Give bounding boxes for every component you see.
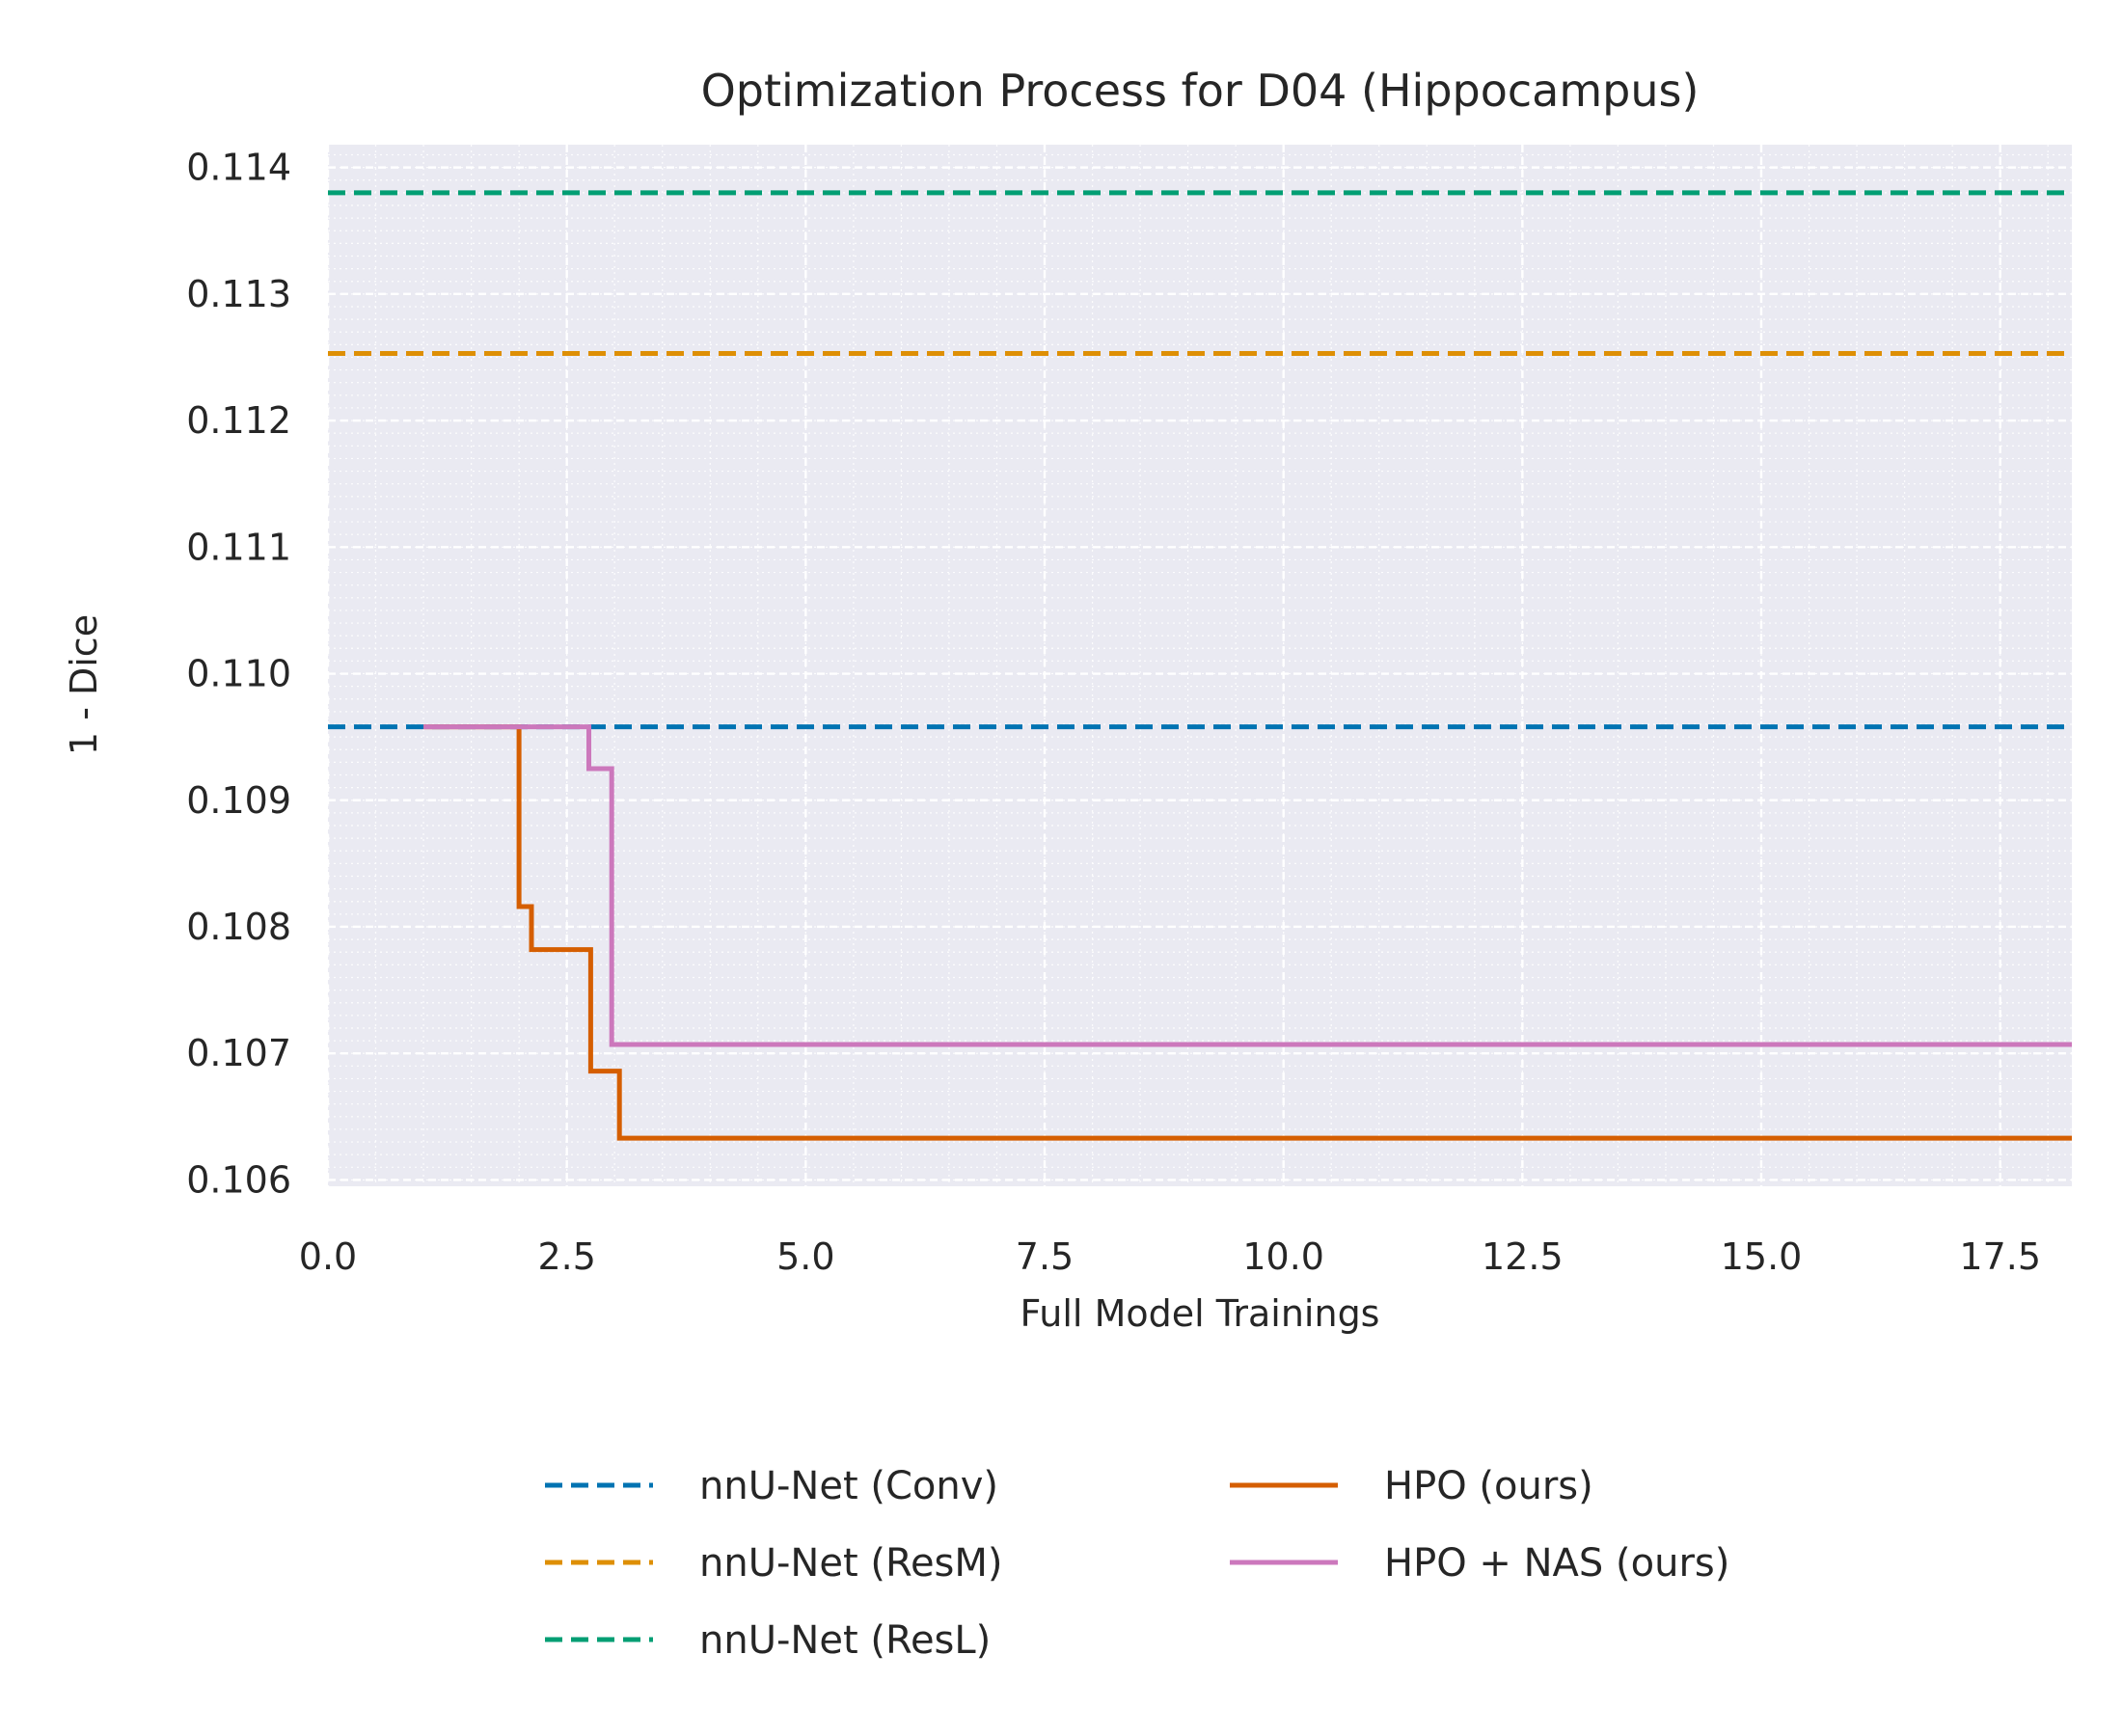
y-tick-label: 0.110 <box>186 653 291 695</box>
legend: nnU-Net (Conv) nnU-Net (ResM) nnU-Net (Res… <box>545 1464 1729 1663</box>
y-tick-label: 0.107 <box>186 1032 291 1074</box>
y-tick-label: 0.113 <box>186 273 291 315</box>
series-line-hpo-ours <box>423 724 2072 1141</box>
x-tick-label: 5.0 <box>776 1235 834 1278</box>
series-line-hpo-nas-ours <box>423 724 2072 1047</box>
x-tick-label: 12.5 <box>1482 1235 1564 1278</box>
y-tick-label: 0.109 <box>186 779 291 822</box>
legend-label: nnU-Net (ResL) <box>699 1618 991 1663</box>
x-tick-label: 15.0 <box>1721 1235 1803 1278</box>
chart-title: Optimization Process for D04 (Hippocampu… <box>701 65 1700 117</box>
y-tick-label: 0.108 <box>186 906 291 948</box>
x-tick-labels: 0.0 2.5 5.0 7.5 10.0 12.5 15.0 17.5 <box>299 1235 2041 1278</box>
x-tick-label: 10.0 <box>1242 1235 1324 1278</box>
legend-label: nnU-Net (ResM) <box>699 1541 1003 1586</box>
legend-label: HPO + NAS (ours) <box>1384 1541 1729 1586</box>
legend-label: nnU-Net (Conv) <box>699 1464 998 1508</box>
y-tick-label: 0.112 <box>186 399 291 442</box>
x-axis-label: Full Model Trainings <box>1020 1292 1380 1335</box>
y-axis-label: 1 - Dice <box>63 614 105 755</box>
plot-background <box>328 145 2072 1186</box>
y-tick-label: 0.114 <box>186 147 291 189</box>
y-tick-labels: 0.106 0.107 0.108 0.109 0.110 0.111 0.112 0.113… <box>186 147 291 1202</box>
x-tick-label: 2.5 <box>537 1235 595 1278</box>
major-grid <box>326 145 2072 1186</box>
series-layer <box>328 190 2072 1141</box>
x-tick-label: 17.5 <box>1959 1235 2041 1278</box>
y-tick-label: 0.111 <box>186 526 291 568</box>
y-tick-label: 0.106 <box>186 1158 291 1201</box>
x-tick-label: 0.0 <box>299 1235 357 1278</box>
legend-label: HPO (ours) <box>1384 1464 1593 1508</box>
x-tick-label: 7.5 <box>1016 1235 1074 1278</box>
